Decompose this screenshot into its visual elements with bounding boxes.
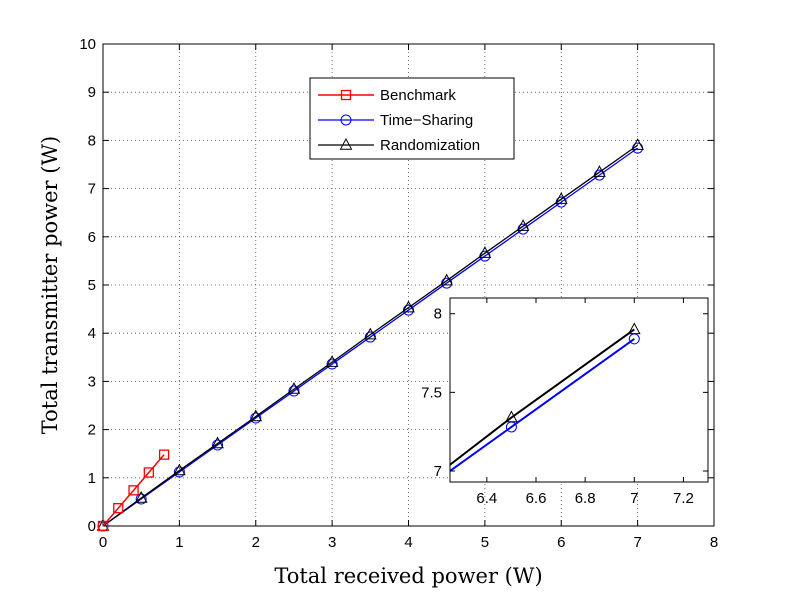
legend: Benchmark Time−Sharing Randomization (309, 77, 515, 160)
x-tick-label: 5 (481, 534, 489, 551)
y-axis-label: Total transmitter power (W) (38, 136, 62, 435)
inset-y-tick-label: 7.5 (421, 384, 442, 401)
y-tick-label: 8 (88, 132, 96, 149)
data-point (363, 327, 377, 340)
y-tick-label: 1 (88, 470, 96, 487)
series-group (96, 138, 644, 532)
inset-y-tick-label: 8 (434, 306, 442, 323)
data-point (516, 219, 530, 231)
y-tick-label: 3 (88, 373, 96, 390)
y-tick-label: 6 (88, 229, 96, 246)
data-point (288, 385, 300, 397)
inset-series-line (450, 338, 635, 472)
series-triangle (96, 138, 644, 531)
inset-x-tick-label: 6.4 (476, 490, 497, 507)
data-point (134, 490, 148, 503)
data-point (593, 165, 606, 177)
data-point (113, 503, 124, 514)
data-point (173, 463, 186, 476)
legend-swatch-marker (340, 89, 352, 101)
series-line (102, 454, 165, 527)
y-axis: 0 1 2 3 4 5 6 7 8 9 10 (79, 36, 714, 535)
x-axis-label: Total received power (W) (274, 564, 542, 588)
y-tick-label: 10 (79, 36, 96, 53)
legend-label: Benchmark (380, 87, 456, 104)
data-point (631, 138, 644, 150)
data-point (173, 466, 185, 478)
y-tick-label: 5 (88, 277, 96, 294)
data-point (325, 355, 339, 367)
data-point (478, 246, 492, 258)
legend-swatch-marker (339, 137, 353, 150)
inset-x-tick-label: 7.2 (673, 490, 694, 507)
x-tick-label: 1 (175, 534, 183, 551)
data-point (402, 300, 415, 313)
data-point (212, 439, 224, 451)
data-point (135, 493, 147, 505)
inset-y-tick-label: 7 (434, 463, 442, 480)
y-tick-label: 7 (88, 181, 96, 198)
inset-series-line (450, 328, 635, 466)
data-point (211, 436, 224, 449)
data-point (326, 358, 338, 370)
series-square (97, 449, 170, 532)
inset-x-tick-label: 6.8 (575, 490, 596, 507)
data-point (287, 382, 301, 394)
x-tick-label: 3 (328, 534, 336, 551)
x-axis: 0 1 2 3 4 5 6 7 8 (99, 44, 718, 551)
x-tick-label: 4 (404, 534, 412, 551)
x-tick-label: 8 (710, 534, 718, 551)
x-tick-label: 6 (557, 534, 565, 551)
data-point (440, 273, 454, 286)
inset-data-point (505, 410, 518, 423)
inset-x-tick-label: 6.6 (526, 490, 547, 507)
y-tick-label: 0 (88, 518, 96, 535)
inset-x-tick-label: 7 (630, 490, 638, 507)
inset-background (450, 298, 708, 482)
data-point (554, 192, 568, 204)
y-tick-label: 9 (88, 84, 96, 101)
x-tick-label: 7 (633, 534, 641, 551)
data-point (97, 520, 109, 532)
inset-frame (449, 297, 709, 483)
x-tick-label: 2 (252, 534, 260, 551)
legend-label: Time−Sharing (380, 112, 473, 129)
inset-series-triangle (450, 322, 641, 466)
data-point (158, 449, 170, 460)
inset-series-group (450, 322, 641, 472)
series-line (102, 144, 639, 527)
data-point (250, 412, 262, 424)
inset-data-point (627, 322, 641, 335)
legend-swatch-marker (340, 114, 352, 126)
y-tick-label: 2 (88, 422, 96, 439)
series-line (102, 147, 639, 527)
data-point (128, 485, 139, 496)
data-point (143, 467, 154, 478)
y-tick-label: 4 (88, 325, 96, 342)
legend-label: Randomization (380, 137, 480, 154)
x-tick-label: 0 (99, 534, 107, 551)
inset-chart: 6.4 6.6 6.8 7 7.2 7 7.5 8 (421, 297, 709, 507)
data-point (249, 409, 263, 422)
